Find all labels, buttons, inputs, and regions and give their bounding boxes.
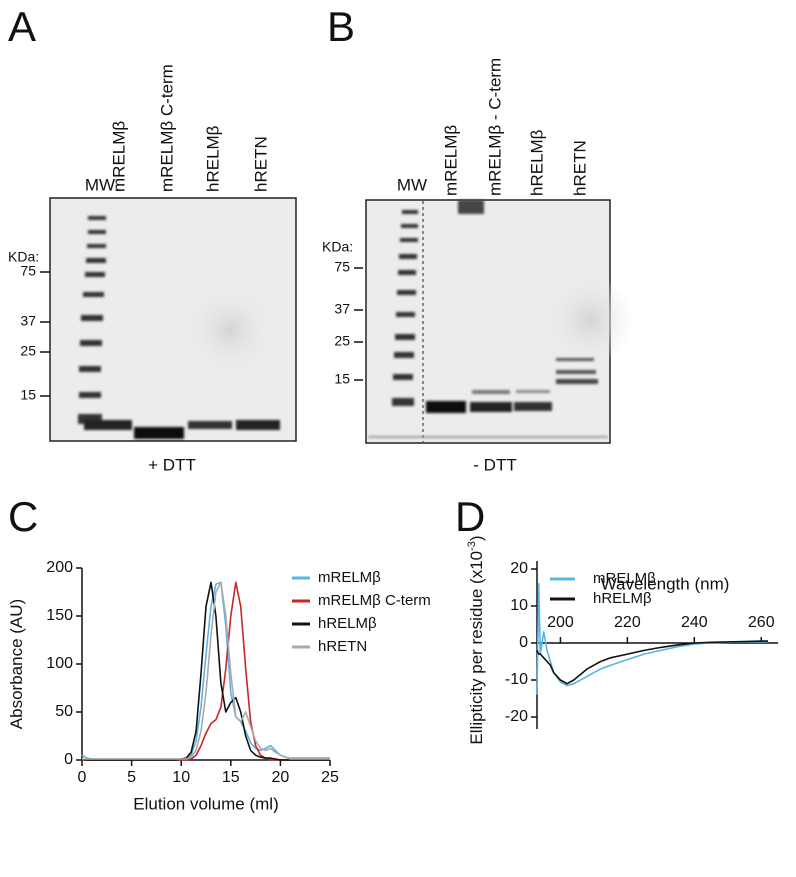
marker-label: 75	[334, 259, 350, 275]
x-tick-label: 240	[681, 614, 708, 631]
y-tick-label: 20	[510, 560, 528, 577]
y-tick-label: -20	[505, 708, 528, 725]
gel-condition: - DTT	[473, 455, 516, 474]
legend-label: hRELMβ	[318, 615, 377, 632]
series-line	[536, 640, 768, 685]
x-tick-label: 220	[614, 614, 641, 631]
lane-label: mRELMβ	[441, 125, 460, 196]
gel-image	[49, 197, 297, 442]
x-axis-label: Wavelength (nm)	[601, 574, 730, 593]
series-line	[81, 581, 330, 761]
x-tick-label: 10	[172, 769, 190, 786]
series-line	[82, 581, 330, 760]
marker-label: 15	[20, 387, 36, 403]
panel-label: B	[327, 3, 355, 50]
x-tick-label: 15	[222, 769, 240, 786]
marker-label: 75	[20, 263, 36, 279]
y-tick-label: 150	[46, 607, 73, 624]
y-tick-label: 200	[46, 559, 73, 576]
x-tick-label: 260	[748, 614, 775, 631]
lane-label: mRELMβ	[109, 121, 128, 192]
y-tick-label: 10	[510, 597, 528, 614]
y-tick-label: 0	[64, 751, 73, 768]
x-tick-label: 5	[127, 769, 136, 786]
gel-condition: + DTT	[148, 455, 196, 474]
y-tick-label: 0	[519, 634, 528, 651]
panel-label: C	[8, 493, 38, 540]
legend-label: mRELMβ C-term	[318, 592, 431, 609]
lane-label: hRETN	[570, 140, 589, 196]
y-axis-label-text: Ellipticity per residue (x10	[467, 551, 486, 745]
y-axis-label-text: Absorbance (AU)	[7, 599, 26, 729]
marker-label: 15	[334, 371, 350, 387]
legend-label: hRETN	[318, 638, 367, 655]
panel-label: A	[8, 3, 36, 50]
lane-label: MW	[397, 175, 427, 194]
x-axis-label: Elution volume (ml)	[133, 794, 279, 813]
y-axis-label-end: )	[467, 535, 486, 541]
legend-label: mRELMβ	[318, 569, 381, 586]
y-axis-label: Absorbance (AU)	[7, 599, 26, 729]
gel-image	[365, 199, 635, 444]
lane-label: hRETN	[251, 136, 270, 192]
x-tick-label: 20	[272, 769, 290, 786]
x-tick-label: 0	[78, 769, 87, 786]
lane-label: mRELMβ C-term	[157, 64, 176, 192]
y-axis-label: Ellipticity per residue (x10-3)	[466, 535, 487, 744]
marker-label: 37	[334, 301, 350, 317]
lane-label: MW	[85, 175, 115, 194]
lane-label: hRELMβ	[203, 125, 222, 192]
marker-label: 37	[20, 313, 36, 329]
x-tick-label: 25	[321, 769, 339, 786]
legend-label: mRELMβ	[593, 570, 656, 587]
x-tick-label: 200	[547, 614, 574, 631]
y-tick-label: -10	[505, 671, 528, 688]
y-tick-label: 50	[55, 703, 73, 720]
panel-label: D	[455, 493, 485, 540]
marker-label: 25	[334, 333, 350, 349]
lane-label: mRELMβ - C-term	[485, 58, 504, 196]
unit-label: KDa:	[8, 249, 39, 265]
y-tick-label: 100	[46, 655, 73, 672]
lane-label: hRELMβ	[527, 129, 546, 196]
y-axis-label-sup: -3	[466, 541, 478, 551]
marker-label: 25	[20, 343, 36, 359]
legend-label: hRELMβ	[593, 590, 652, 607]
unit-label: KDa:	[322, 239, 353, 255]
